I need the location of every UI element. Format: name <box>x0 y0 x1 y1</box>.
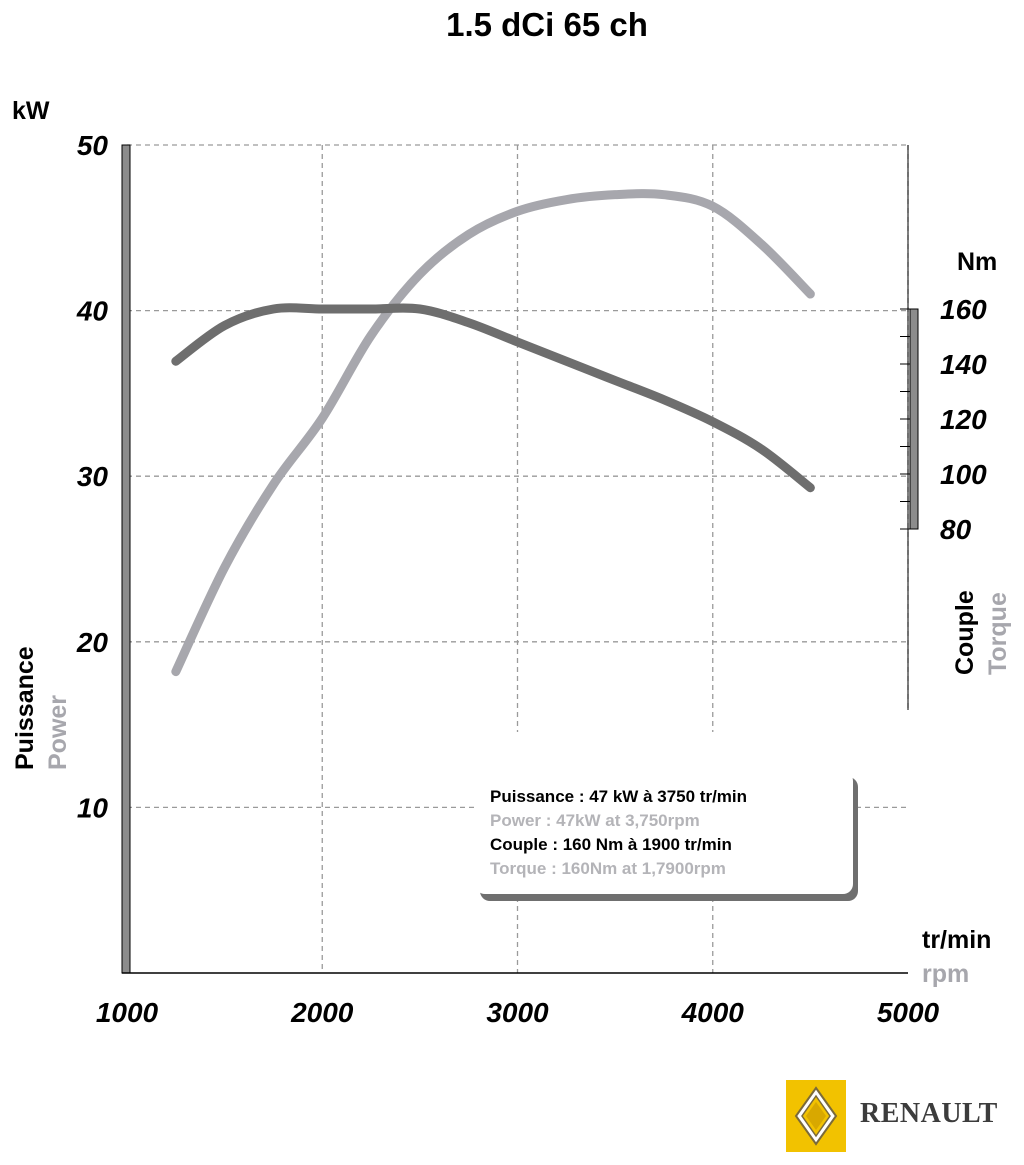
x-axis-ticks: 1000 2000 3000 4000 5000 <box>96 997 940 1028</box>
right-axis-label-fr: Couple <box>951 590 979 675</box>
left-tick-label: 10 <box>77 792 109 823</box>
renault-diamond-icon <box>786 1080 846 1152</box>
renault-logo: RENAULT <box>786 1080 1006 1152</box>
legend-line: Couple : 160 Nm à 1900 tr/min <box>490 835 732 854</box>
left-tick-label: 30 <box>77 461 109 492</box>
left-tick-label: 40 <box>76 296 109 327</box>
legend-box <box>475 771 853 894</box>
right-tick-label: 140 <box>940 349 987 380</box>
right-tick-label: 120 <box>940 404 987 435</box>
left-axis-label-fr: Puissance <box>11 646 39 770</box>
legend: Puissance : 47 kW à 3750 tr/min Power : 4… <box>475 771 858 901</box>
left-axis-bar <box>121 144 131 974</box>
left-axis-unit: kW <box>12 97 50 125</box>
x-tick-label: 3000 <box>486 997 549 1028</box>
right-axis-unit: Nm <box>957 248 997 276</box>
right-tick-label: 100 <box>940 459 987 490</box>
chart-title: 1.5 dCi 65 ch <box>446 6 648 43</box>
right-axis-ticks: 160 140 120 100 80 <box>940 294 987 545</box>
x-axis-unit-fr: tr/min <box>922 926 991 954</box>
x-tick-label: 1000 <box>96 997 159 1028</box>
right-axis-minor-ticks <box>900 308 910 530</box>
right-axis-label-en: Torque <box>984 592 1012 675</box>
x-tick-label: 2000 <box>290 997 354 1028</box>
left-axis-ticks: 50 40 30 20 10 <box>76 130 109 823</box>
legend-line: Torque : 160Nm at 1,7900rpm <box>490 859 726 878</box>
x-tick-label: 5000 <box>877 997 940 1028</box>
left-tick-label: 50 <box>77 130 109 161</box>
x-axis-unit-en: rpm <box>922 960 969 988</box>
renault-logo-text: RENAULT <box>860 1098 998 1129</box>
legend-line: Puissance : 47 kW à 3750 tr/min <box>490 787 747 806</box>
series-layer <box>171 189 815 677</box>
left-axis-label-en: Power <box>44 695 72 770</box>
x-tick-label: 4000 <box>681 997 745 1028</box>
right-axis-bar <box>909 308 919 530</box>
series-line-couple <box>171 303 815 493</box>
right-tick-label: 80 <box>940 514 972 545</box>
legend-line: Power : 47kW at 3,750rpm <box>490 811 700 830</box>
series-line-power <box>171 189 815 677</box>
right-tick-label: 160 <box>940 294 987 325</box>
left-tick-label: 20 <box>76 627 109 658</box>
